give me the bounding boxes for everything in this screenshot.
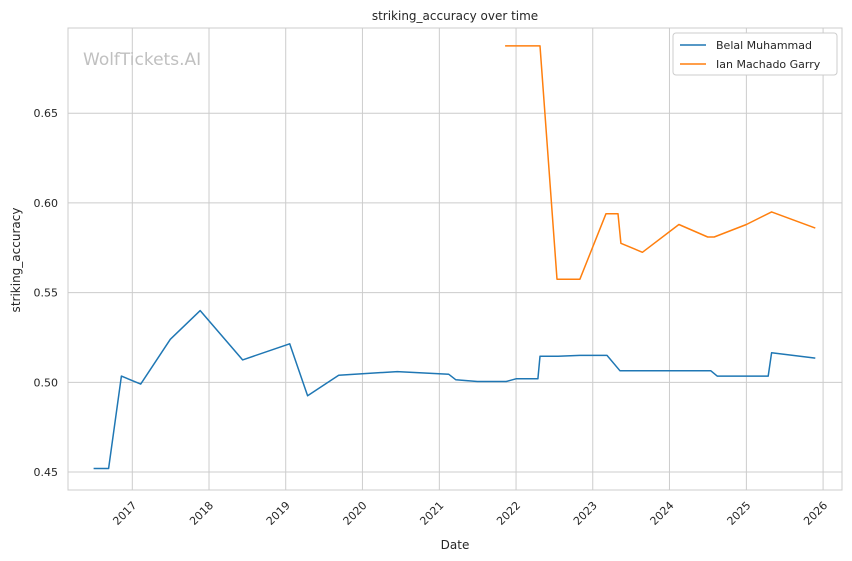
series-line-ian-machado-garry (505, 45, 816, 280)
series-line-belal-muhammad (93, 309, 816, 470)
grid (68, 28, 842, 490)
y-tick-label: 0.65 (34, 107, 59, 120)
y-tick-label: 0.50 (34, 376, 59, 389)
legend-label-ian-machado-garry: Ian Machado Garry (716, 58, 821, 71)
y-tick-label: 0.45 (34, 466, 59, 479)
legend: Belal Muhammad Ian Machado Garry (672, 32, 838, 76)
y-axis-label: striking_accuracy (9, 208, 23, 313)
y-tick-label: 0.60 (34, 197, 59, 210)
series-lines (93, 45, 816, 470)
legend-label-belal-muhammad: Belal Muhammad (716, 39, 812, 52)
watermark: WolfTickets.AI (83, 50, 201, 70)
legend-box (672, 32, 838, 76)
plot-area (67, 27, 843, 491)
x-axis-label: Date (441, 538, 470, 552)
chart-title: striking_accuracy over time (372, 9, 538, 23)
y-tick-label: 0.55 (34, 287, 59, 300)
y-axis: 0.45 0.50 0.55 0.60 0.65 (34, 107, 59, 479)
